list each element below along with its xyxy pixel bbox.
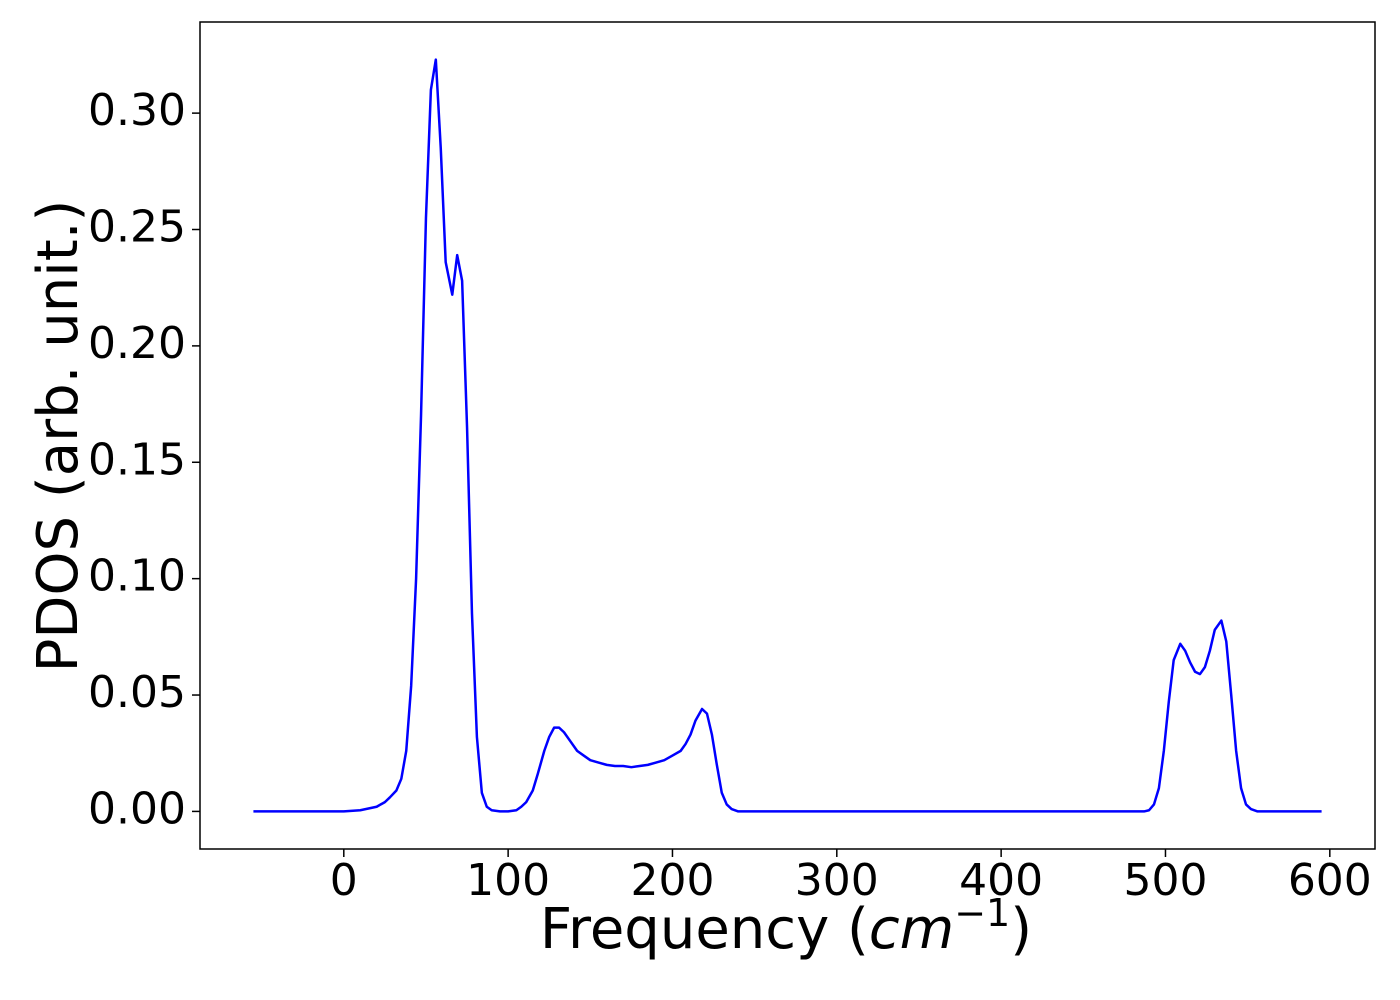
x-label-unit: cm: [869, 897, 954, 962]
x-tick-label: 0: [330, 855, 358, 906]
y-tick-label: 0.00: [88, 783, 186, 834]
x-tick-label: 500: [1123, 855, 1207, 906]
y-tick-label: 0.10: [88, 551, 186, 602]
y-tick-label: 0.25: [88, 202, 186, 253]
x-label-close: ): [1010, 897, 1032, 962]
y-tick-label: 0.05: [88, 667, 186, 718]
data-line: [253, 58, 1322, 813]
x-label-exponent: −1: [954, 891, 1010, 935]
x-tick-label: 200: [630, 855, 714, 906]
plot-frame: [199, 21, 1376, 850]
x-tick-label: 100: [466, 855, 550, 906]
x-tick-label: 300: [795, 855, 879, 906]
x-tick-label: 400: [959, 855, 1043, 906]
y-axis-label: PDOS (arb. unit.): [26, 200, 91, 673]
y-tick-label: 0.20: [88, 318, 186, 369]
x-label-text: Frequency (: [540, 897, 869, 962]
y-tick-label: 0.15: [88, 434, 186, 485]
x-axis-label: Frequency (cm−1): [540, 891, 1032, 962]
y-tick-label: 0.30: [88, 85, 186, 136]
x-tick-label: 600: [1288, 855, 1372, 906]
